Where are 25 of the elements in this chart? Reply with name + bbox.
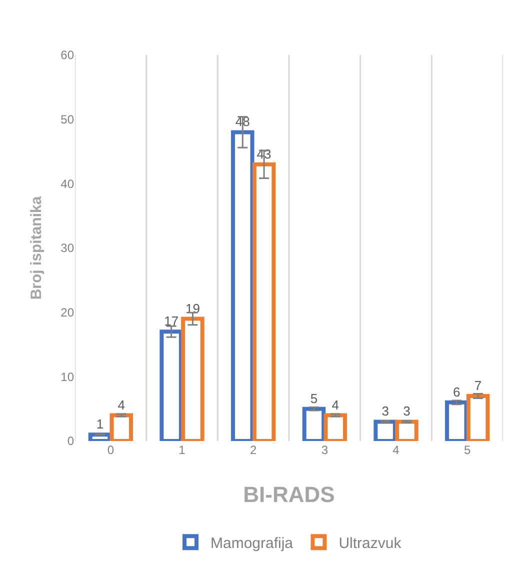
data-label: 4	[118, 397, 125, 412]
x-tick-label: 4	[392, 443, 400, 457]
data-label: 3	[403, 404, 410, 419]
x-tick-label: 5	[464, 443, 471, 457]
data-label: 6	[453, 384, 460, 400]
legend-label: Mamografija	[210, 535, 294, 552]
y-tick-label: 20	[60, 306, 74, 320]
y-tick-label: 30	[60, 241, 74, 256]
x-tick-label: 0	[107, 443, 114, 457]
legend-label: Ultrazvuk	[338, 535, 402, 552]
x-tick-label: 1	[178, 443, 186, 457]
data-label: 7	[474, 378, 482, 393]
data-label: 3	[382, 404, 389, 419]
data-label: 4	[332, 397, 339, 412]
data-label: 17	[164, 314, 179, 329]
y-axis-title: Broj ispitanika	[28, 196, 45, 300]
y-tick-label: 10	[60, 370, 74, 384]
x-tick-label: 2	[250, 443, 257, 457]
data-label: 5	[310, 390, 318, 406]
data-label: 1	[96, 416, 104, 432]
x-axis-title: BI-RADS	[243, 482, 335, 507]
x-tick-label: 3	[321, 443, 328, 457]
y-tick-label: 50	[60, 112, 74, 127]
y-tick-label: 60	[60, 48, 74, 62]
y-tick-label: 40	[60, 176, 74, 191]
